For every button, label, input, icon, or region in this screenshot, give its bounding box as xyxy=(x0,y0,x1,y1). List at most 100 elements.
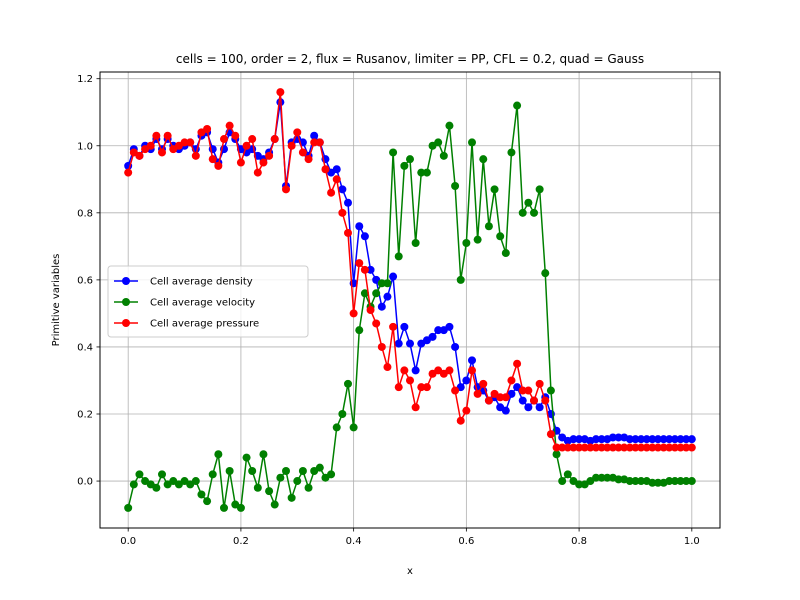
data-point xyxy=(603,443,612,452)
data-point xyxy=(344,228,352,237)
data-point xyxy=(642,435,651,444)
data-point xyxy=(304,155,313,164)
data-point xyxy=(253,168,262,177)
data-point xyxy=(406,376,414,385)
data-point xyxy=(484,396,493,405)
data-point xyxy=(327,188,336,197)
legend-marker xyxy=(122,319,130,327)
data-point xyxy=(310,131,319,140)
data-point xyxy=(682,443,691,452)
data-point xyxy=(377,302,386,311)
data-point xyxy=(637,477,646,486)
data-point xyxy=(592,473,600,482)
data-point xyxy=(682,477,691,486)
data-point xyxy=(332,423,341,432)
data-point xyxy=(191,477,200,486)
data-point xyxy=(203,497,212,506)
data-point xyxy=(569,443,578,452)
data-point xyxy=(665,443,674,452)
data-point xyxy=(259,158,268,167)
data-point xyxy=(400,366,409,375)
data-point xyxy=(220,135,228,144)
data-point xyxy=(524,198,533,207)
data-point xyxy=(530,208,538,217)
data-point xyxy=(654,435,662,444)
data-point xyxy=(687,435,696,444)
y-tick-label: 0.2 xyxy=(77,410,93,421)
data-point xyxy=(507,148,516,157)
data-point xyxy=(524,403,533,412)
data-point xyxy=(586,443,595,452)
data-point xyxy=(642,443,651,452)
data-point xyxy=(451,342,460,351)
data-point xyxy=(462,376,471,385)
data-point xyxy=(372,289,381,298)
data-point xyxy=(631,443,640,452)
data-point xyxy=(287,141,296,150)
data-point xyxy=(468,356,476,365)
data-point xyxy=(580,443,589,452)
data-point xyxy=(592,435,600,444)
data-point xyxy=(676,443,685,452)
data-point xyxy=(614,433,623,442)
data-point xyxy=(462,239,471,247)
data-point xyxy=(608,443,617,452)
data-point xyxy=(676,477,685,486)
tick-layer: 0.0 0.2 0.4 0.6 0.8 1.0 0.0 0.2 0.4 0.6 0.8 1.0 1.2 xyxy=(77,74,700,547)
data-point xyxy=(124,503,133,512)
data-point xyxy=(135,151,144,160)
data-point xyxy=(614,475,623,484)
x-tick-label: 0.0 xyxy=(120,536,136,547)
data-point xyxy=(338,185,347,194)
data-point xyxy=(654,443,662,452)
data-point xyxy=(344,379,352,388)
data-point xyxy=(631,435,640,444)
data-point xyxy=(220,503,228,512)
data-point xyxy=(603,473,612,482)
data-point xyxy=(282,185,290,194)
legend-marker xyxy=(122,298,130,306)
data-point xyxy=(191,151,200,160)
data-point xyxy=(687,477,696,486)
data-point xyxy=(552,450,561,459)
data-point xyxy=(389,322,398,331)
data-point xyxy=(546,386,555,395)
data-point xyxy=(231,131,240,140)
data-point xyxy=(383,292,392,301)
data-point xyxy=(456,275,465,284)
x-tick-label: 0.8 xyxy=(571,536,587,547)
data-point xyxy=(592,443,600,452)
legend-label: Cell average density xyxy=(150,277,253,288)
x-tick-label: 0.4 xyxy=(346,536,362,547)
data-point xyxy=(400,161,409,170)
data-point xyxy=(265,151,274,160)
data-point xyxy=(248,135,257,144)
data-point xyxy=(225,121,234,130)
legend-marker xyxy=(122,277,130,285)
y-axis-label: Primitive variables xyxy=(51,254,62,347)
data-point xyxy=(315,138,324,147)
data-point xyxy=(513,359,522,368)
data-point xyxy=(637,435,646,444)
data-point xyxy=(451,182,460,190)
data-point xyxy=(620,443,629,452)
data-point xyxy=(614,443,623,452)
data-point xyxy=(377,342,386,351)
data-point xyxy=(422,383,431,392)
data-point xyxy=(625,477,634,486)
data-point xyxy=(456,416,465,425)
data-point xyxy=(321,165,330,174)
data-point xyxy=(490,185,499,194)
data-point xyxy=(310,138,319,147)
data-point xyxy=(383,363,392,372)
data-point xyxy=(563,443,572,452)
data-point xyxy=(417,383,426,392)
data-point xyxy=(575,443,584,452)
legend-entry: Cell average pressure xyxy=(114,319,259,330)
data-point xyxy=(507,376,516,385)
data-point xyxy=(186,138,195,147)
data-point xyxy=(428,332,437,341)
data-point xyxy=(135,470,144,479)
data-point xyxy=(304,483,313,492)
